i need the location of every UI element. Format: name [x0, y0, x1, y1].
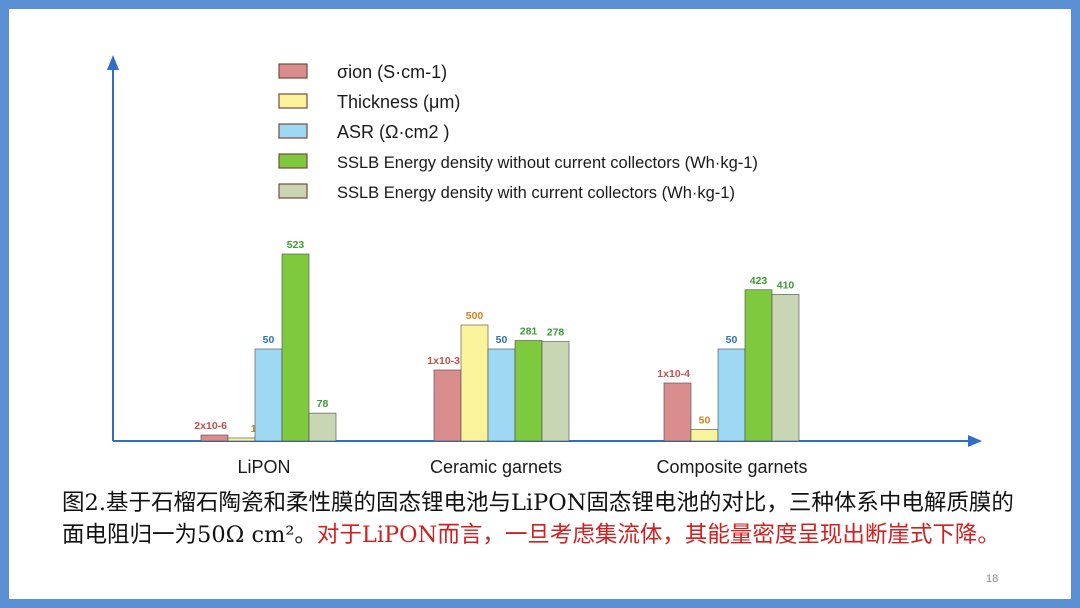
bar — [200, 434, 229, 442]
bar — [744, 289, 773, 442]
bar — [487, 348, 516, 442]
figure-caption: 图2.基于石榴石陶瓷和柔性膜的固态锂电池与LiPON固态锂电池的对比，三种体系中… — [62, 487, 1022, 551]
data-label: 78 — [317, 398, 329, 410]
data-label: 281 — [520, 326, 538, 338]
bar — [281, 253, 310, 442]
bar — [460, 324, 489, 442]
x-axis-arrow — [968, 435, 982, 447]
bar — [771, 294, 800, 442]
legend-label: σion (S·cm-1) — [337, 62, 447, 82]
legend-swatch — [278, 93, 308, 109]
legend-label: SSLB Energy density without current coll… — [337, 154, 758, 172]
chart-tick-labels: LiPON Ceramic garnets Composite garnets — [237, 457, 807, 477]
bar — [663, 382, 692, 442]
data-label: 50 — [496, 334, 508, 346]
caption-highlight: 对于LiPON而言，一旦考虑集流体，其能量密度呈现出断崖式下降。 — [316, 522, 1000, 548]
legend-swatch — [278, 63, 308, 79]
legend-swatch — [278, 123, 308, 139]
data-label: 423 — [750, 275, 768, 287]
bar — [690, 429, 719, 442]
legend-swatch — [278, 153, 308, 169]
data-label: 410 — [777, 279, 795, 291]
chart-legend: σion (S·cm-1) Thickness (μm) ASR (Ω·cm2 ) S… — [278, 62, 758, 202]
data-label: 1 — [251, 423, 257, 435]
y-axis-arrow — [107, 55, 119, 70]
bar — [254, 348, 283, 442]
bar — [717, 348, 746, 442]
data-label: 1x10-3 — [427, 355, 460, 367]
x-tick-label: Composite garnets — [656, 457, 807, 477]
legend-label: Thickness (μm) — [337, 92, 460, 112]
legend-label: ASR (Ω·cm2 ) — [337, 122, 449, 142]
bar — [433, 369, 462, 442]
data-label: 278 — [547, 327, 565, 339]
data-label: 50 — [263, 334, 275, 346]
bar — [514, 340, 543, 442]
data-label: 1x10-4 — [657, 368, 690, 380]
bar — [308, 412, 337, 442]
bar — [541, 341, 570, 442]
x-tick-label: LiPON — [237, 457, 290, 477]
chart-bars: 2x10-6 1x10-3 1x10-4 1 500 50 50 50 50 523 281 423 7… — [194, 239, 800, 442]
data-label: 2x10-6 — [194, 420, 227, 432]
page-number: 18 — [986, 573, 999, 585]
caption-text: 图2.基于石榴石陶瓷和柔性膜的固态锂电池与LiPON固态锂电池的对比，三种体系中… — [62, 490, 1014, 548]
bar — [227, 437, 256, 442]
legend-swatch — [278, 183, 308, 199]
data-label: 500 — [466, 310, 484, 322]
data-label: 50 — [726, 334, 738, 346]
data-label: 523 — [287, 239, 305, 251]
legend-label: SSLB Energy density with current collect… — [337, 184, 735, 202]
x-tick-label: Ceramic garnets — [430, 457, 562, 477]
data-label: 50 — [699, 414, 711, 426]
